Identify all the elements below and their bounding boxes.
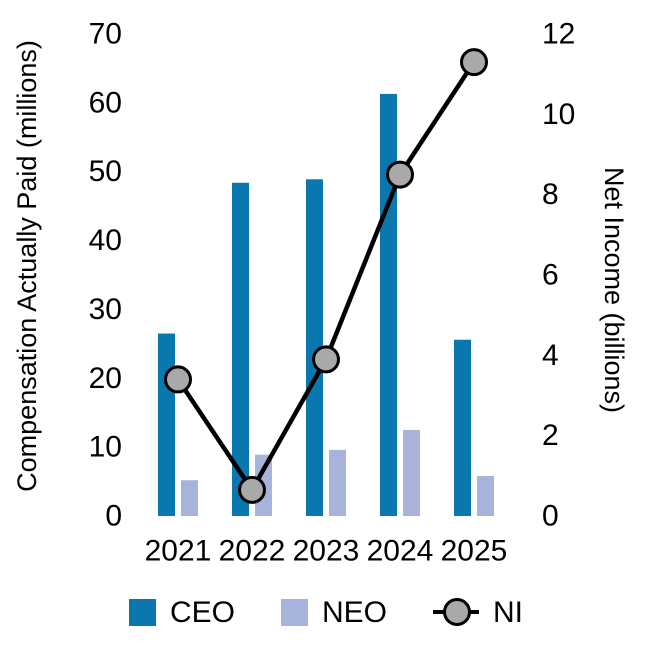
ni-line-marker-icon (433, 597, 480, 627)
legend-item-ni: NI (433, 597, 523, 627)
ni-legend-circle (443, 598, 472, 626)
x-axis-label-2023: 2023 (293, 535, 360, 568)
bar-neo-2025 (477, 476, 494, 516)
bar-ceo-2023 (306, 179, 323, 516)
legend-item-ceo: CEO (128, 595, 235, 629)
ni-marker-2021 (164, 365, 192, 394)
left-axis-tick-30: 30 (89, 293, 122, 326)
bar-neo-2023 (329, 449, 346, 516)
legend-label-ceo: CEO (169, 595, 235, 629)
ni-marker-2025 (460, 48, 488, 77)
x-axis-label-2024: 2024 (367, 535, 434, 568)
left-axis-tick-70: 70 (89, 18, 122, 51)
left-axis-tick-50: 50 (89, 155, 122, 188)
left-axis-tick-40: 40 (89, 224, 122, 257)
left-axis-tick-10: 10 (89, 431, 122, 464)
chart-legend: CEO NEO NI (0, 597, 652, 627)
x-axis-label-2025: 2025 (441, 535, 508, 568)
x-axis-label-2022: 2022 (219, 535, 286, 568)
x-axis-label-2021: 2021 (145, 535, 212, 568)
bar-ceo-2021 (158, 333, 175, 516)
ni-marker-2022 (238, 475, 266, 504)
ni-marker-2023 (312, 345, 340, 374)
right-axis-tick-2: 2 (542, 419, 559, 452)
legend-item-neo: NEO (281, 595, 388, 629)
bar-ceo-2024 (380, 93, 397, 517)
legend-label-ni: NI (493, 595, 524, 629)
bar-neo-2021 (181, 480, 198, 516)
left-axis-tick-20: 20 (89, 362, 122, 395)
left-axis-tick-60: 60 (89, 86, 122, 119)
neo-swatch-icon (281, 598, 308, 626)
right-axis-tick-8: 8 (542, 178, 559, 211)
right-axis-tick-10: 10 (542, 98, 575, 131)
left-axis-title: Compensation Actually Paid (millions) (12, 40, 42, 492)
right-axis-tick-4: 4 (542, 339, 559, 372)
legend-label-neo: NEO (322, 595, 388, 629)
right-axis-tick-0: 0 (542, 500, 559, 533)
bar-neo-2024 (403, 429, 420, 516)
bar-ceo-2022 (232, 182, 249, 516)
right-axis-title: Net Income (billions) (599, 167, 629, 413)
ni-marker-2024 (386, 160, 414, 189)
bar-ceo-2025 (454, 339, 471, 516)
right-axis-tick-6: 6 (542, 259, 559, 292)
right-axis-tick-12: 12 (542, 18, 575, 51)
ni-line (176, 60, 476, 495)
ceo-swatch-icon (128, 598, 156, 626)
left-axis-tick-0: 0 (105, 500, 122, 533)
